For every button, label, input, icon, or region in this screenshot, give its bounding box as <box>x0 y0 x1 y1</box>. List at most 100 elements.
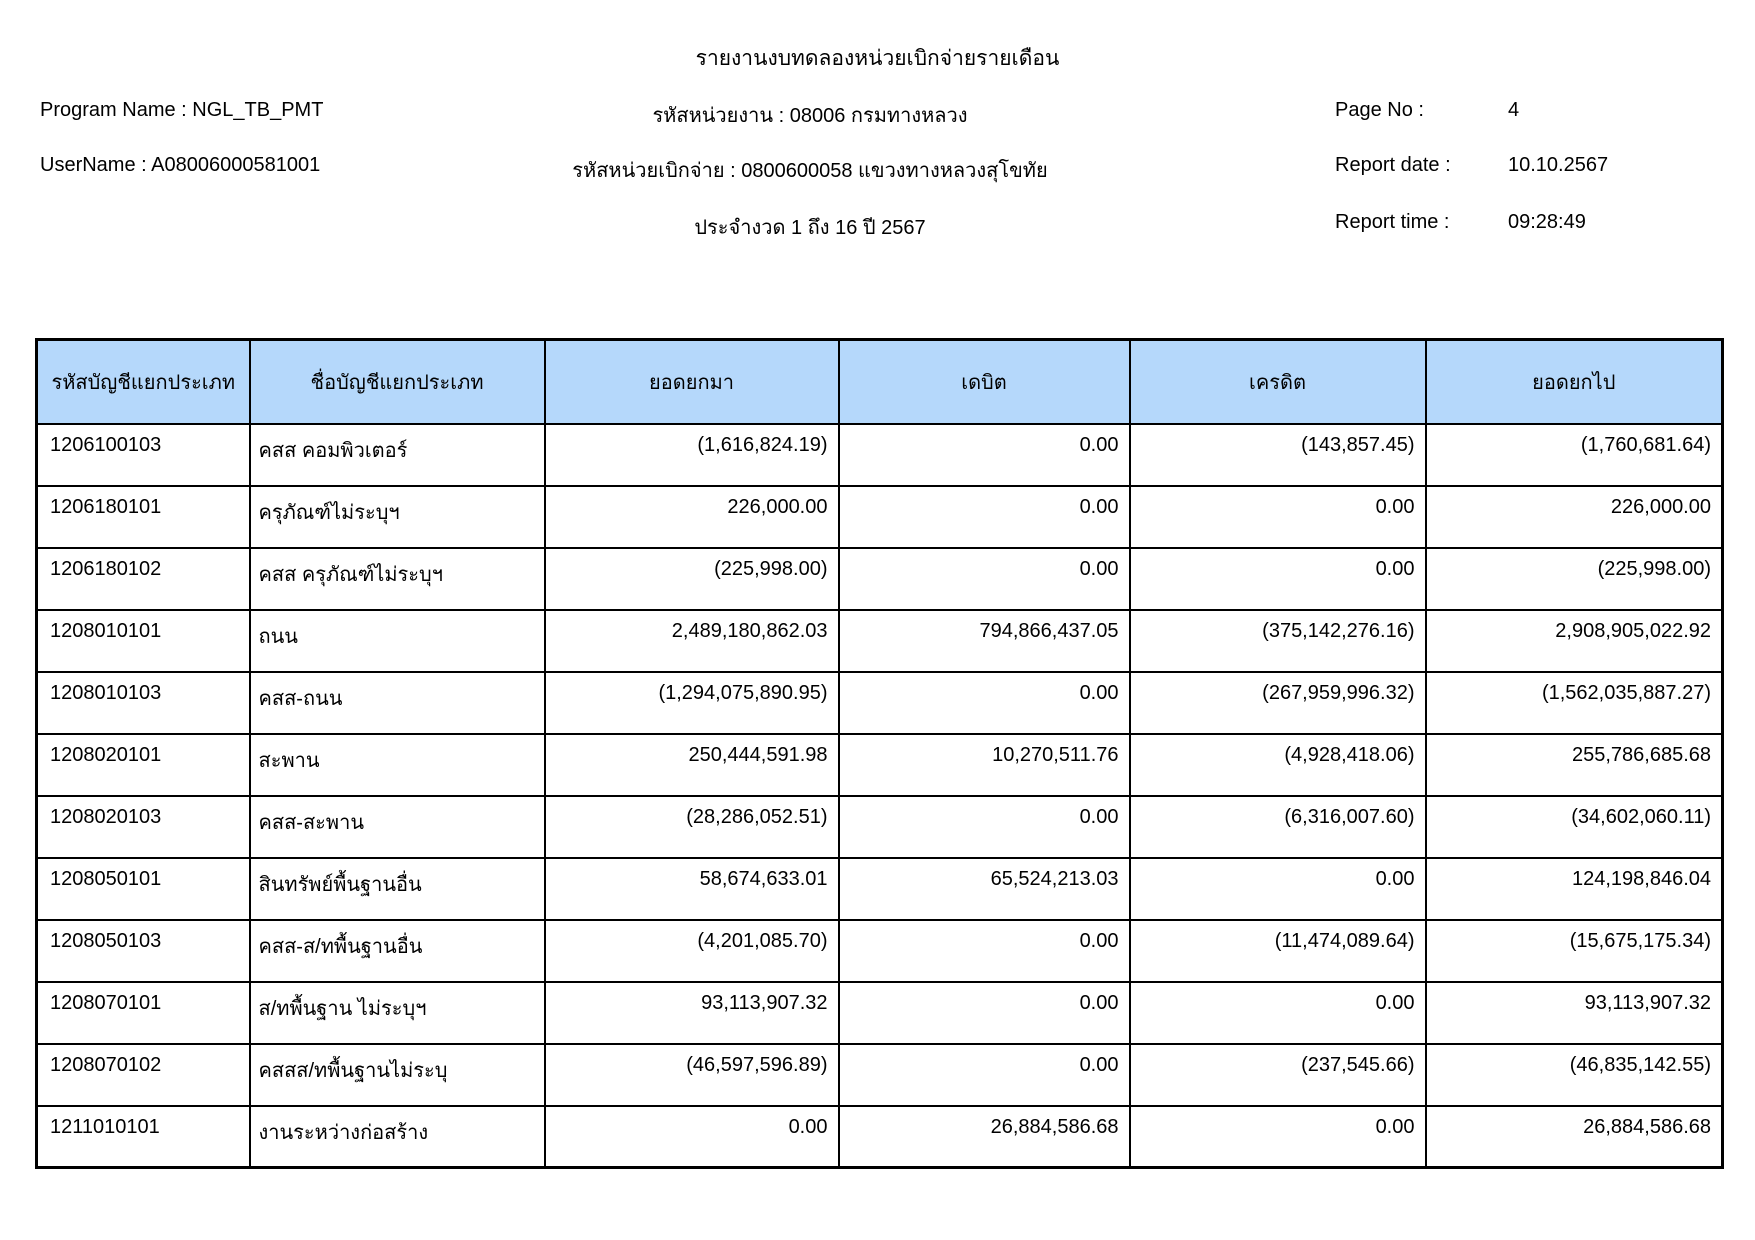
closing-balance-cell: 226,000.00 <box>1424 484 1724 549</box>
page-no-label: Page No : <box>1335 99 1424 121</box>
table-row: 1206100103 คสส คอมพิวเตอร์ (1,616,824.19) 0… <box>35 422 1724 487</box>
account-code-cell: 1206180102 <box>35 546 251 611</box>
trial-balance-table: รหัสบัญชีแยกประเภท ชื่อบัญชีแยกประเภท ยอ… <box>35 338 1724 1169</box>
credit-cell: (267,959,996.32) <box>1128 670 1427 735</box>
table-row: 1208050103 คสส-ส/ทพื้นฐานอื่น (4,201,085.7… <box>35 918 1724 983</box>
account-name-cell: สะพาน <box>248 732 546 797</box>
account-code-cell: 1208020103 <box>35 794 251 859</box>
program-name: Program Name : NGL_TB_PMT <box>40 99 323 122</box>
account-code-cell: 1208070101 <box>35 980 251 1045</box>
account-name-cell: ครุภัณฑ์ไม่ระบุฯ <box>248 484 546 549</box>
username-label: UserName : <box>40 154 147 176</box>
header-opening-balance: ยอดยกมา <box>543 338 840 425</box>
page-no-value: 4 <box>1508 99 1520 121</box>
report-time-value: 09:28:49 <box>1508 211 1586 233</box>
debit-cell: 0.00 <box>837 794 1131 859</box>
account-name-cell: คสสส/ทพื้นฐานไม่ระบุ <box>248 1042 546 1107</box>
debit-cell: 0.00 <box>837 484 1131 549</box>
table-row: 1208070102 คสสส/ทพื้นฐานไม่ระบุ (46,597,59… <box>35 1042 1724 1107</box>
debit-cell: 0.00 <box>837 546 1131 611</box>
account-code-cell: 1208010103 <box>35 670 251 735</box>
table-row: 1206180102 คสส ครุภัณฑ์ไม่ระบุฯ (225,998.0… <box>35 546 1724 611</box>
account-name-cell: ส/ทพื้นฐาน ไม่ระบุฯ <box>248 980 546 1045</box>
program-name-label: Program Name : <box>40 99 187 121</box>
account-code-cell: 1208070102 <box>35 1042 251 1107</box>
agency-line: รหัสหน่วยงาน : 08006 กรมทางหลวง <box>652 105 968 127</box>
header-account-name: ชื่อบัญชีแยกประเภท <box>248 338 546 425</box>
meta-line-1: Program Name : NGL_TB_PMT รหัสหน่วยงาน :… <box>0 99 1755 127</box>
table-row: 1211010101 งานระหว่างก่อสร้าง 0.00 26,884,5… <box>35 1104 1724 1169</box>
credit-cell: (6,316,007.60) <box>1128 794 1427 859</box>
credit-cell: 0.00 <box>1128 546 1427 611</box>
debit-cell: 0.00 <box>837 980 1131 1045</box>
opening-balance-cell: 250,444,591.98 <box>543 732 840 797</box>
closing-balance-cell: 93,113,907.32 <box>1424 980 1724 1045</box>
debit-cell: 26,884,586.68 <box>837 1104 1131 1169</box>
account-code-cell: 1208020101 <box>35 732 251 797</box>
credit-cell: (11,474,089.64) <box>1128 918 1427 983</box>
account-name-cell: คสส-ส/ทพื้นฐานอื่น <box>248 918 546 983</box>
meta-line-2: UserName : A08006000581001 รหัสหน่วยเบิก… <box>0 154 1755 182</box>
debit-cell: 0.00 <box>837 422 1131 487</box>
account-code-cell: 1206180101 <box>35 484 251 549</box>
credit-cell: (237,545.66) <box>1128 1042 1427 1107</box>
closing-balance-cell: 255,786,685.68 <box>1424 732 1724 797</box>
account-code-cell: 1208050103 <box>35 918 251 983</box>
account-name-cell: งานระหว่างก่อสร้าง <box>248 1104 546 1169</box>
credit-cell: 0.00 <box>1128 856 1427 921</box>
opening-balance-cell: 93,113,907.32 <box>543 980 840 1045</box>
report-date-label: Report date : <box>1335 154 1451 176</box>
report-table-body: 1206100103 คสส คอมพิวเตอร์ (1,616,824.19) 0… <box>35 422 1724 1169</box>
account-name-cell: คสส ครุภัณฑ์ไม่ระบุฯ <box>248 546 546 611</box>
closing-balance-cell: 124,198,846.04 <box>1424 856 1724 921</box>
table-row: 1206180101 ครุภัณฑ์ไม่ระบุฯ 226,000.00 0.00… <box>35 484 1724 549</box>
credit-cell: 0.00 <box>1128 1104 1427 1169</box>
opening-balance-cell: 58,674,633.01 <box>543 856 840 921</box>
opening-balance-cell: (28,286,052.51) <box>543 794 840 859</box>
opening-balance-cell: (4,201,085.70) <box>543 918 840 983</box>
closing-balance-cell: (46,835,142.55) <box>1424 1042 1724 1107</box>
debit-cell: 65,524,213.03 <box>837 856 1131 921</box>
account-code-cell: 1206100103 <box>35 422 251 487</box>
table-row: 1208020101 สะพาน 250,444,591.98 10,270,511.… <box>35 732 1724 797</box>
account-name-cell: คสส-สะพาน <box>248 794 546 859</box>
username: UserName : A08006000581001 <box>40 154 320 177</box>
closing-balance-cell: (225,998.00) <box>1424 546 1724 611</box>
account-name-cell: ถนน <box>248 608 546 673</box>
report-title: รายงานงบทดลองหน่วยเบิกจ่ายรายเดือน <box>695 47 1060 70</box>
table-header-row: รหัสบัญชีแยกประเภท ชื่อบัญชีแยกประเภท ยอ… <box>35 338 1724 425</box>
table-row: 1208050101 สินทรัพย์พื้นฐานอื่น 58,674,633… <box>35 856 1724 921</box>
closing-balance-cell: (1,562,035,887.27) <box>1424 670 1724 735</box>
closing-balance-cell: 2,908,905,022.92 <box>1424 608 1724 673</box>
account-code-cell: 1211010101 <box>35 1104 251 1169</box>
credit-cell: (375,142,276.16) <box>1128 608 1427 673</box>
account-code-cell: 1208050101 <box>35 856 251 921</box>
program-name-value: NGL_TB_PMT <box>192 99 324 121</box>
opening-balance-cell: 226,000.00 <box>543 484 840 549</box>
table-row: 1208010103 คสส-ถนน (1,294,075,890.95) 0.00(… <box>35 670 1724 735</box>
table-row: 1208010101 ถนน 2,489,180,862.03 794,866,437… <box>35 608 1724 673</box>
header-account-code: รหัสบัญชีแยกประเภท <box>35 338 251 425</box>
debit-cell: 0.00 <box>837 918 1131 983</box>
credit-cell: (143,857.45) <box>1128 422 1427 487</box>
table-row: 1208070101 ส/ทพื้นฐาน ไม่ระบุฯ 93,113,907.… <box>35 980 1724 1045</box>
debit-cell: 0.00 <box>837 670 1131 735</box>
closing-balance-cell: (1,760,681.64) <box>1424 422 1724 487</box>
period-line: ประจำงวด 1 ถึง 16 ปี 2567 <box>694 217 926 239</box>
opening-balance-cell: (225,998.00) <box>543 546 840 611</box>
opening-balance-cell: (1,616,824.19) <box>543 422 840 487</box>
credit-cell: (4,928,418.06) <box>1128 732 1427 797</box>
debit-cell: 794,866,437.05 <box>837 608 1131 673</box>
debit-cell: 10,270,511.76 <box>837 732 1131 797</box>
table-row: 1208020103 คสส-สะพาน (28,286,052.51) 0.00 (6… <box>35 794 1724 859</box>
credit-cell: 0.00 <box>1128 980 1427 1045</box>
debit-cell: 0.00 <box>837 1042 1131 1107</box>
closing-balance-cell: 26,884,586.68 <box>1424 1104 1724 1169</box>
account-name-cell: คสส คอมพิวเตอร์ <box>248 422 546 487</box>
header-debit: เดบิต <box>837 338 1131 425</box>
report-time-label: Report time : <box>1335 211 1450 233</box>
closing-balance-cell: (15,675,175.34) <box>1424 918 1724 983</box>
header-closing-balance: ยอดยกไป <box>1424 338 1724 425</box>
username-value: A08006000581001 <box>151 154 321 176</box>
